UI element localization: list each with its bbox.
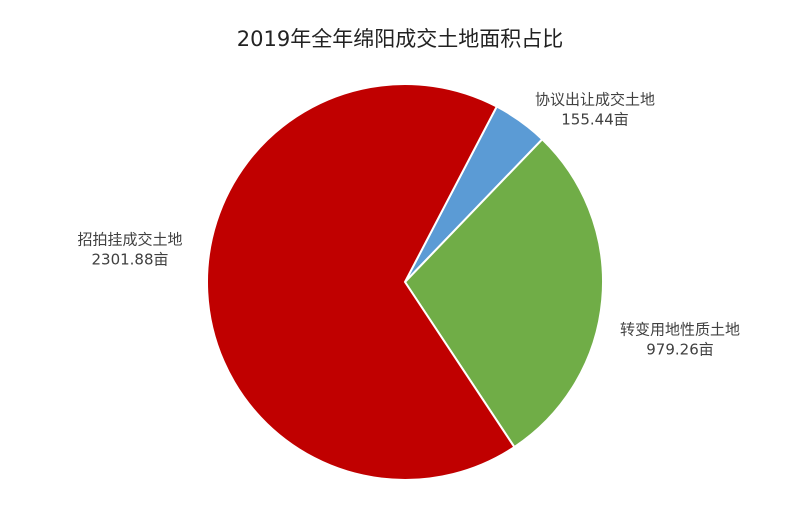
chart-title: 2019年全年绵阳成交土地面积占比 [237,27,563,51]
value-label: 2301.88亩 [91,251,168,269]
value-label: 155.44亩 [561,111,629,129]
slice-label: 招拍挂成交土地 [77,231,182,249]
pie-slice [206,83,516,481]
pie-slice [403,137,604,449]
slice-label: 协议出让成交土地 [535,91,655,109]
slice-label: 转变用地性质土地 [620,321,740,339]
value-label: 979.26亩 [646,341,714,359]
